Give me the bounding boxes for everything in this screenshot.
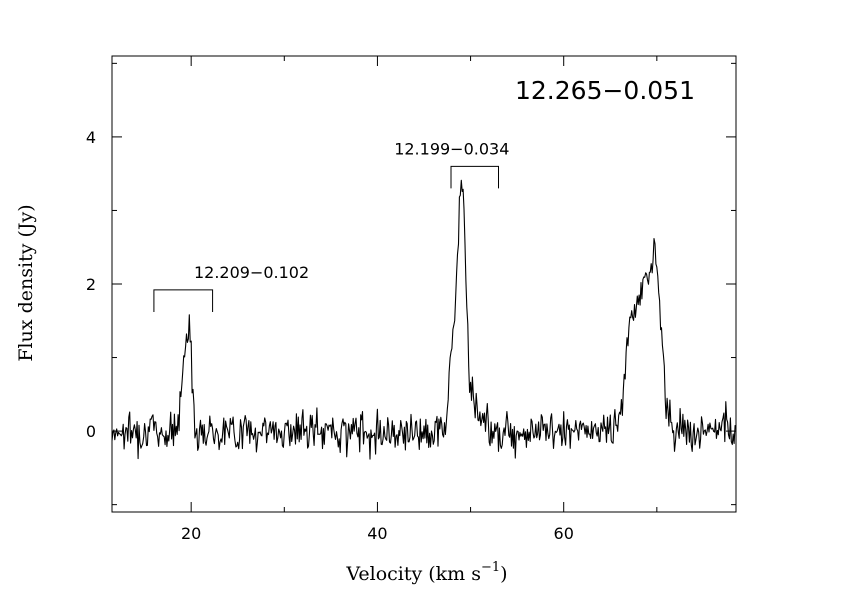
- x-axis-title-text: Velocity (km s: [345, 563, 481, 585]
- y-tick-label: 2: [86, 275, 96, 294]
- tick-labels: 20 40 60 0 2 4: [86, 128, 574, 543]
- y-tick-label: 4: [86, 128, 96, 147]
- series-line: [111, 179, 737, 460]
- x-tick-label: 60: [554, 524, 574, 543]
- annotation-bracket: [450, 165, 500, 189]
- axis-ticks: [112, 56, 736, 512]
- annotation-label: 12.209−0.102: [194, 263, 309, 282]
- y-tick-label: 0: [86, 422, 96, 441]
- source-annotations: 12.209−0.102 12.199−0.034: [153, 139, 509, 312]
- annotation-bracket: [153, 289, 214, 312]
- chart-title: 12.265−0.051: [515, 76, 695, 105]
- y-axis-title: Flux density (Jy): [15, 204, 37, 361]
- annotation-label: 12.199−0.034: [394, 139, 509, 158]
- x-tick-label: 40: [367, 524, 387, 543]
- x-tick-label: 20: [181, 524, 201, 543]
- x-axis-title-superscript: −1: [481, 560, 500, 575]
- x-axis-title: Velocity (km s−1): [345, 560, 507, 585]
- x-axis-title-close: ): [500, 563, 507, 585]
